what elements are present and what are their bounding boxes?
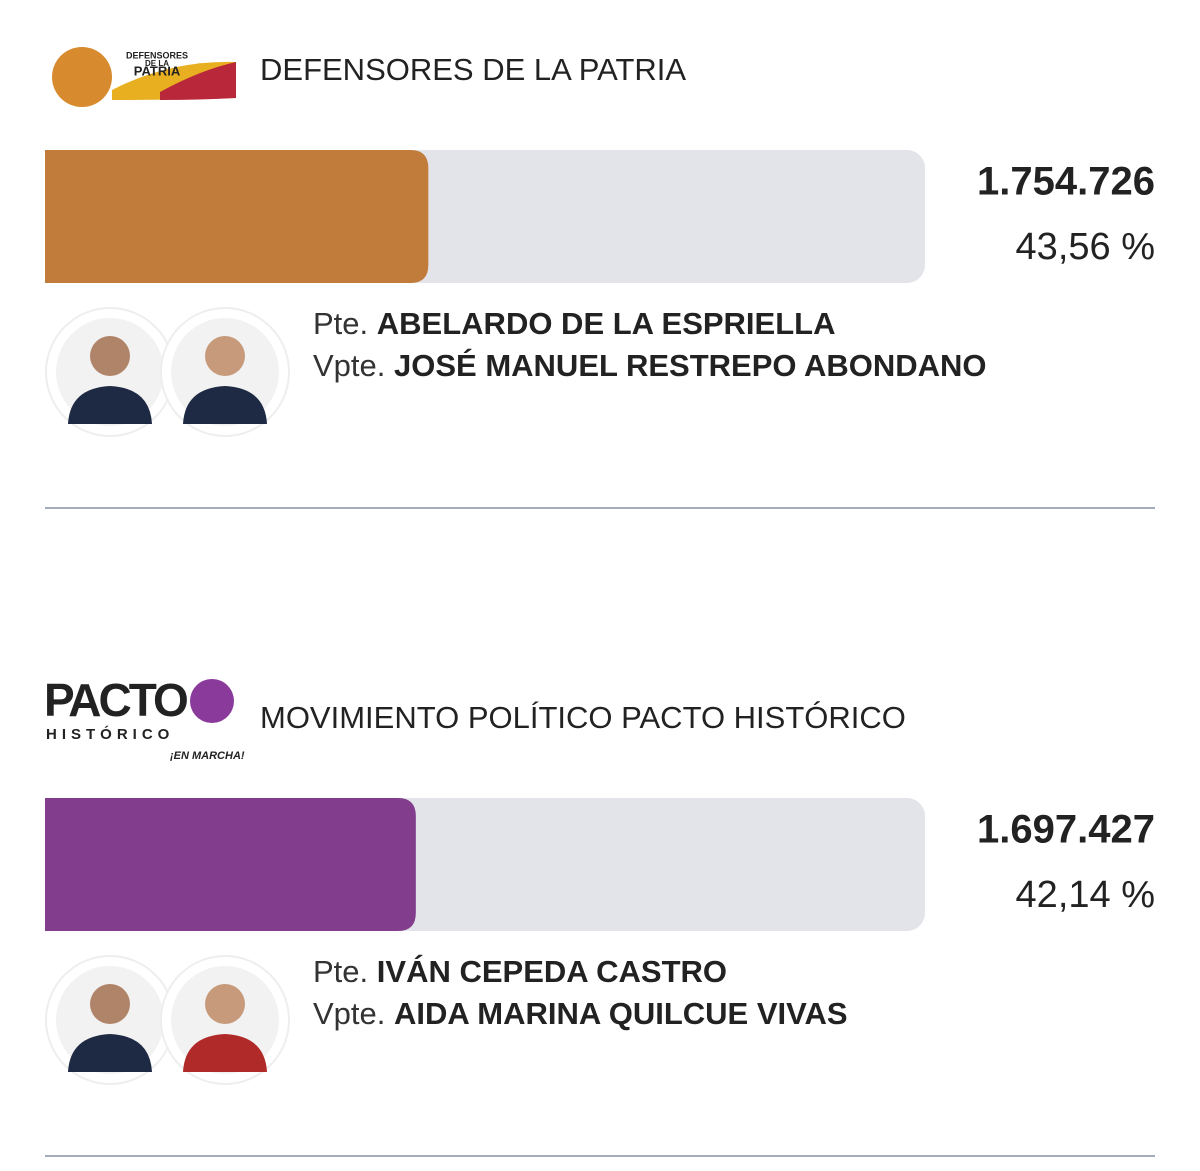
logo-text: HISTÓRICO <box>46 725 174 743</box>
bar <box>45 798 416 931</box>
president-line: Pte. ABELARDO DE LA ESPRIELLA <box>313 306 835 341</box>
photo-head <box>205 984 245 1024</box>
logo-flag-red <box>160 62 236 100</box>
photo-body <box>68 1034 152 1072</box>
photo-head <box>90 984 130 1024</box>
vice-line: Vpte. JOSÉ MANUEL RESTREPO ABONDANO <box>313 348 987 383</box>
president-name: IVÁN CEPEDA CASTRO <box>377 954 727 989</box>
vote-count: 1.754.726 <box>977 160 1155 204</box>
logo-text: ¡EN MARCHA! <box>170 750 245 762</box>
logo-dove <box>190 679 234 723</box>
vote-percent: 42,14 % <box>1016 874 1155 916</box>
prefix: Pte. <box>313 306 368 341</box>
bar <box>45 150 429 283</box>
candidate-photo <box>160 955 290 1085</box>
vice-name: AIDA MARINA QUILCUE VIVAS <box>394 996 848 1031</box>
vote-percent: 43,56 % <box>1016 226 1155 268</box>
logo-text: DE LA <box>145 59 169 68</box>
vote-count: 1.697.427 <box>977 808 1155 852</box>
candidate-photo <box>45 307 175 437</box>
logo-text: PACTO <box>44 674 187 726</box>
president-line: Pte. IVÁN CEPEDA CASTRO <box>313 954 727 989</box>
photo-head <box>205 336 245 376</box>
vice-name: JOSÉ MANUEL RESTREPO ABONDANO <box>394 348 987 383</box>
logo-text: PATRIA <box>134 63 181 78</box>
candidate-photo <box>160 307 290 437</box>
photo-body <box>183 1034 267 1072</box>
prefix: Vpte. <box>313 348 385 383</box>
president-name: ABELARDO DE LA ESPRIELLA <box>377 306 836 341</box>
photo-body <box>183 386 267 424</box>
candidate-photo <box>45 955 175 1085</box>
vice-line: Vpte. AIDA MARINA QUILCUE VIVAS <box>313 996 848 1031</box>
party-name: MOVIMIENTO POLÍTICO PACTO HISTÓRICO <box>260 700 906 735</box>
prefix: Pte. <box>313 954 368 989</box>
photo-body <box>68 386 152 424</box>
logo-text: DEFENSORES <box>126 50 188 60</box>
party-name: DEFENSORES DE LA PATRIA <box>260 52 686 87</box>
prefix: Vpte. <box>313 996 385 1031</box>
logo-tiger <box>52 47 112 107</box>
photo-head <box>90 336 130 376</box>
